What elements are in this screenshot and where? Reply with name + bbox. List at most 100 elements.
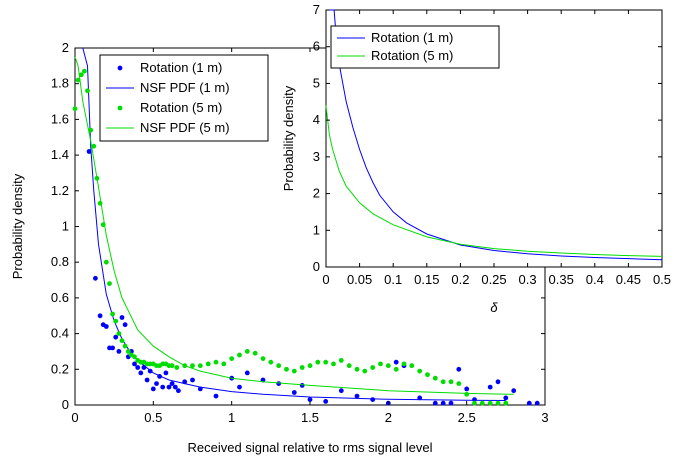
main-series2-point-71 <box>479 400 485 406</box>
main-series0-point-19 <box>150 386 156 392</box>
main-y-axis-label: Probability density <box>10 173 25 279</box>
main-y-tick-label-6: 1.2 <box>51 183 69 198</box>
main-legend-label-3: NSF PDF (5 m) <box>140 120 230 135</box>
main-series2-point-72 <box>487 400 493 406</box>
main-series0-point-45 <box>393 359 399 365</box>
main-x-tick-label-2: 1 <box>228 410 235 425</box>
main-series2-point-73 <box>495 400 501 406</box>
main-y-tick-label-5: 1 <box>62 219 69 234</box>
inset-data-marks <box>325 9 663 261</box>
main-y-tick-label-8: 1.6 <box>51 111 69 126</box>
main-series2-point-63 <box>417 368 423 374</box>
main-series2-point-46 <box>284 366 289 372</box>
main-series0-point-2 <box>97 313 103 319</box>
inset-y-tick-label-0: 0 <box>313 259 320 274</box>
main-series2-point-40 <box>237 352 242 358</box>
main-series2-point-56 <box>362 368 368 374</box>
main-x-tick-label-6: 3 <box>541 410 548 425</box>
inset-y-tick-label-3: 3 <box>313 149 320 164</box>
inset-x-tick-label-10: 0.5 <box>653 272 671 287</box>
inset-x-tick-label-7: 0.35 <box>549 272 574 287</box>
main-series0-point-27 <box>176 388 181 394</box>
main-legend-marker-0 <box>117 65 123 71</box>
main-series2-point-17 <box>125 349 131 354</box>
main-series2-point-74 <box>503 400 509 406</box>
main-series2-point-41 <box>244 349 250 354</box>
main-x-tick-label-1: 0.5 <box>144 410 162 425</box>
main-series0-point-9 <box>119 315 125 320</box>
main-series2-point-32 <box>174 365 180 370</box>
main-series2-point-36 <box>205 361 211 367</box>
main-series2-point-52 <box>331 361 336 367</box>
main-y-tick-label-7: 1.4 <box>51 147 69 162</box>
main-series0-point-8 <box>116 349 122 354</box>
inset-y-tick-label-5: 5 <box>313 75 320 90</box>
inset-chart: 0 0.05 0.1 0.15 0.2 0.25 0.3 0.35 0.4 0.45 0.5 0 1 2 3… <box>281 2 671 315</box>
inset-legend: Rotation (1 m) Rotation (5 m) <box>330 25 500 69</box>
main-x-axis-label: Received signal relative to rms signal l… <box>188 440 433 455</box>
inset-y-tick-label-2: 2 <box>313 186 320 201</box>
main-series2-point-57 <box>370 365 376 370</box>
main-series2-point-5 <box>88 127 94 133</box>
main-legend: Rotation (1 m) NSF PDF (1 m) Rotation (5 m… <box>99 54 269 142</box>
main-series2-point-16 <box>122 343 128 349</box>
main-series2-point-51 <box>323 359 329 365</box>
main-series0-point-54 <box>487 384 493 390</box>
main-series0-point-20 <box>154 381 159 386</box>
main-series0-point-56 <box>503 395 509 401</box>
main-series1-line <box>82 47 506 401</box>
main-legend-label-1: NSF PDF (1 m) <box>140 80 230 95</box>
main-legend-box <box>99 54 269 142</box>
main-legend-marker-2 <box>117 105 123 111</box>
inset-y-tick-label-6: 6 <box>313 39 320 54</box>
inset-x-tick-label-8: 0.4 <box>586 272 604 287</box>
main-series2-point-54 <box>346 363 352 369</box>
main-y-tick-label-9: 1.8 <box>51 76 69 91</box>
main-series2-point-64 <box>425 372 430 378</box>
inset-series1-line <box>325 105 663 257</box>
main-y-tick-label-0: 0 <box>62 397 69 412</box>
main-series2-point-67 <box>448 379 454 385</box>
main-series0-point-59 <box>534 400 540 406</box>
main-series0-point-13 <box>132 361 137 367</box>
main-series0-point-23 <box>163 370 169 376</box>
main-series2-point-11 <box>107 281 112 286</box>
main-series0-point-48 <box>432 400 438 406</box>
main-series2-point-69 <box>464 391 470 397</box>
main-series0-point-6 <box>110 345 115 351</box>
main-series0-point-10 <box>122 322 128 328</box>
inset-x-tick-label-5: 0.25 <box>481 272 506 287</box>
inset-series0-line <box>326 9 663 261</box>
inset-y-tick-label-7: 7 <box>313 2 320 17</box>
main-series0-point-34 <box>244 370 250 376</box>
main-series0-point-24 <box>166 384 172 390</box>
main-series0-point-57 <box>511 388 517 394</box>
inset-x-tick-label-4: 0.2 <box>451 272 469 287</box>
main-series2-point-68 <box>456 381 462 386</box>
main-series2-point-70 <box>472 400 477 406</box>
main-series0-point-31 <box>213 393 219 399</box>
main-series2-point-38 <box>221 361 227 367</box>
main-x-tick-label-5: 2.5 <box>458 410 476 425</box>
main-legend-label-0: Rotation (1 m) <box>140 60 222 75</box>
main-series0-point-40 <box>323 399 329 404</box>
main-legend-label-2: Rotation (5 m) <box>140 100 222 115</box>
inset-legend-label-0: Rotation (1 m) <box>371 30 453 45</box>
main-series0-point-1 <box>93 275 98 281</box>
main-series2-point-48 <box>299 365 305 370</box>
inset-legend-label-1: Rotation (5 m) <box>371 48 453 63</box>
main-series0-point-41 <box>338 388 344 394</box>
inset-x-tick-label-9: 0.45 <box>616 272 641 287</box>
main-series2-point-0 <box>72 106 78 112</box>
main-series0-point-37 <box>291 390 297 395</box>
inset-y-tick-label-4: 4 <box>313 112 320 127</box>
main-series2-point-47 <box>291 368 297 374</box>
main-series0-point-58 <box>526 400 532 406</box>
main-series0-point-47 <box>417 395 423 401</box>
main-series0-point-51 <box>456 366 462 372</box>
main-series0-point-22 <box>160 384 166 390</box>
main-series0-point-7 <box>113 334 119 340</box>
main-series2-point-62 <box>409 363 415 369</box>
main-x-tick-label-0: 0 <box>71 410 78 425</box>
